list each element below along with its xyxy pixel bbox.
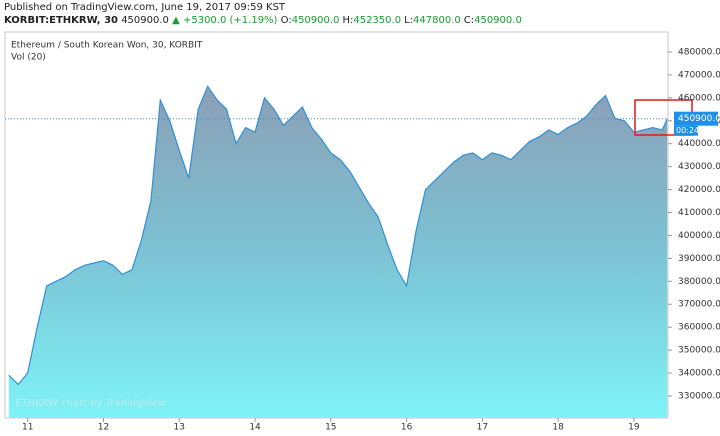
y-tick-label: 380000.0	[678, 277, 720, 287]
y-tick-label: 480000.0	[678, 47, 720, 57]
price-line	[8, 85, 668, 386]
chart-title: Ethereum / South Korean Won, 30, KORBIT	[11, 41, 203, 51]
ohlc-label: H:	[342, 15, 354, 26]
ohlc: O:450900.0 H:452350.0 L:447800.0 C:450900.0	[281, 15, 525, 26]
ohlc-value: 452350.0	[353, 15, 402, 26]
y-tick-label: 330000.0	[678, 391, 720, 401]
y-tick-label: 440000.0	[678, 139, 720, 149]
published: Published on TradingView.com, June 19, 2…	[4, 2, 286, 13]
last-price-label: 450900.0	[678, 114, 720, 124]
y-tick-label: 420000.0	[678, 185, 720, 195]
y-tick-label: 470000.0	[678, 70, 720, 80]
y-tick-label: 460000.0	[678, 93, 720, 103]
y-tick-label: 340000.0	[678, 369, 720, 379]
ohlc-value: 447800.0	[413, 15, 461, 26]
ohlc-value: 450900.0	[474, 15, 522, 26]
x-tick-label: 19	[628, 423, 640, 433]
x-tick-label: 18	[552, 423, 564, 433]
price-area	[8, 86, 668, 419]
watermark: ETHKRW chart by TradingView	[15, 398, 166, 409]
ohlc-label: C:	[463, 15, 475, 26]
x-tick-label: 16	[401, 423, 413, 433]
y-tick-label: 410000.0	[678, 208, 720, 218]
ohlc-label: L:	[404, 15, 414, 26]
y-tick-label: 430000.0	[678, 162, 720, 172]
x-tick-label: 11	[22, 423, 33, 433]
ohlc-value: 450900.0	[291, 15, 340, 26]
last-price-box	[674, 111, 718, 126]
change: ▲ +5300.0 (+1.19%)	[172, 15, 278, 26]
ohlc-label: O:	[280, 15, 292, 26]
y-tick-label: 360000.0	[678, 323, 720, 333]
plot	[8, 85, 668, 419]
x-tick-label: 12	[98, 423, 109, 433]
y-tick-label: 400000.0	[678, 231, 720, 241]
last: 450900.0	[121, 15, 169, 26]
y-tick-label: 390000.0	[678, 254, 720, 264]
symbol: KORBIT:ETHKRW, 30	[4, 15, 118, 26]
y-tick-label: 350000.0	[678, 346, 720, 356]
quote-line: KORBIT:ETHKRW, 30 450900.0 ▲ +5300.0 (+1…	[4, 14, 525, 27]
x-tick-label: 13	[174, 423, 185, 433]
countdown-box	[674, 125, 698, 136]
y-tick-label: 370000.0	[678, 300, 720, 310]
x-tick-label: 15	[325, 423, 336, 433]
header: Published on TradingView.com, June 19, 2…	[4, 1, 525, 27]
volume-label: Vol (20)	[11, 53, 46, 63]
x-tick-label: 14	[249, 423, 261, 433]
countdown: 00:24	[676, 126, 699, 135]
x-tick-label: 17	[477, 423, 488, 433]
